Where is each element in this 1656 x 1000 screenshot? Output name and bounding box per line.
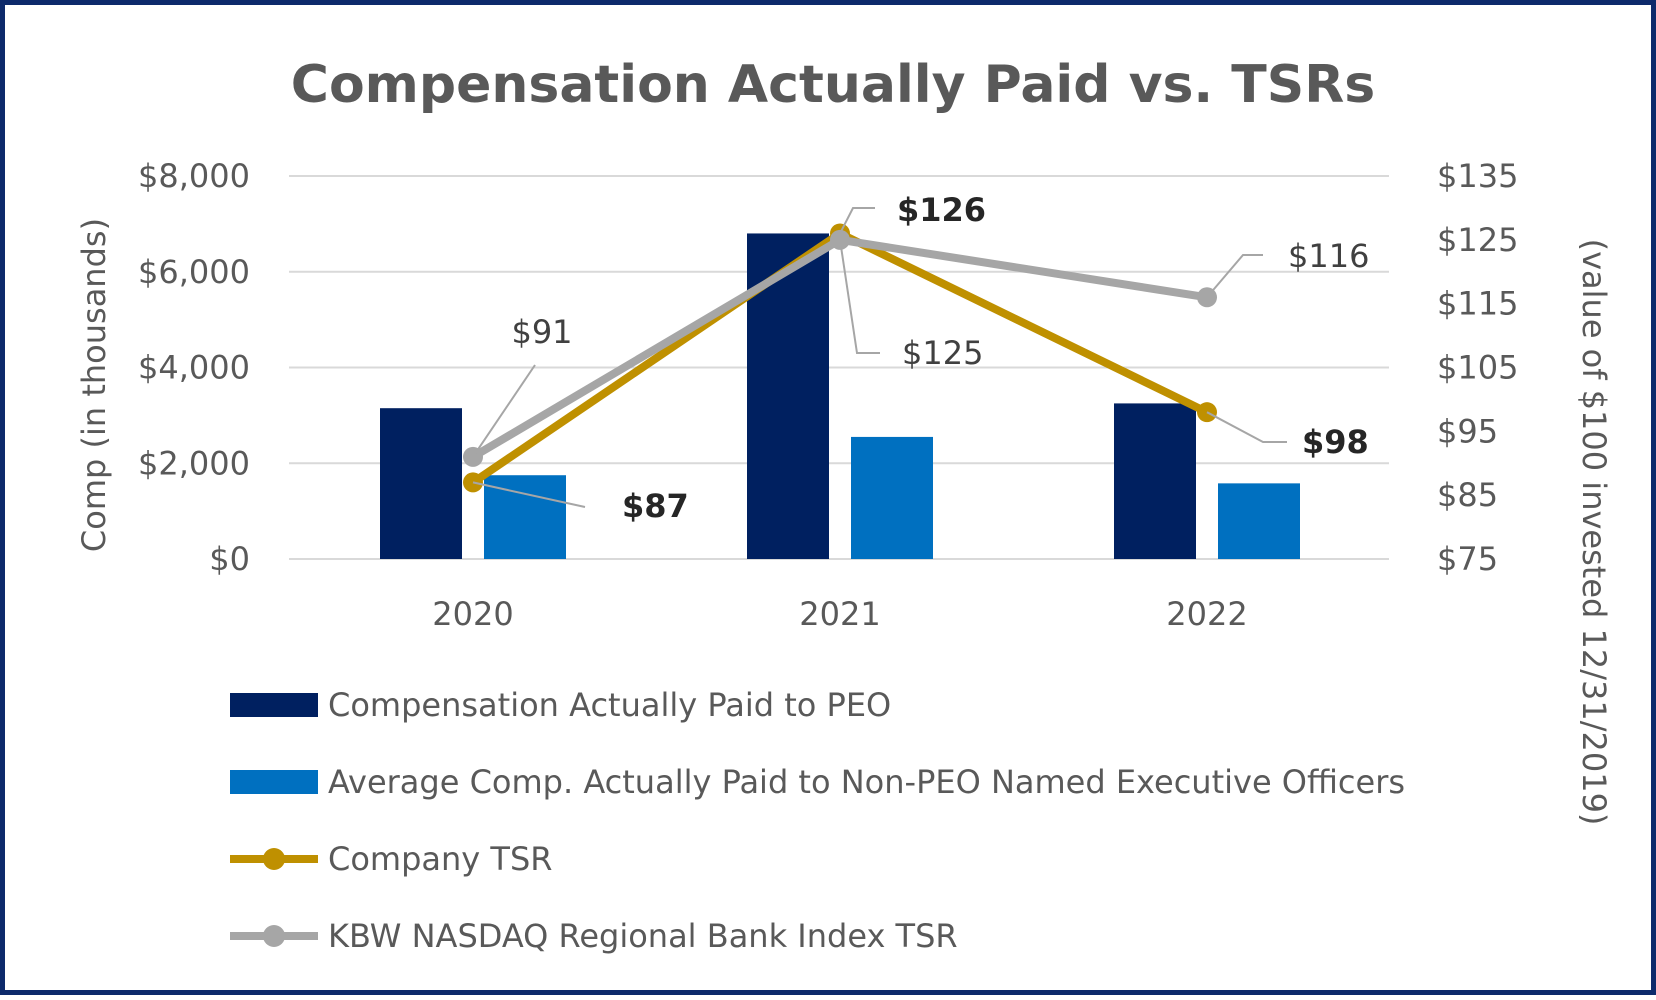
x-axis-ticks: 2020 2021 2022 <box>432 595 1247 633</box>
bar-non-peo <box>851 436 933 559</box>
chart-title: Compensation Actually Paid vs. TSRs <box>291 55 1375 115</box>
right-tick-label: $75 <box>1437 540 1498 578</box>
company-tsr-data-label: $98 <box>1302 423 1369 461</box>
legend-company-tsr-swatch-marker <box>263 848 285 870</box>
bar-peo <box>747 233 829 559</box>
bars <box>380 233 1300 559</box>
data-labels: $87 $126 $98 $91 $125 $116 <box>472 191 1369 525</box>
bar-non-peo <box>1218 483 1300 559</box>
left-tick-label: $6,000 <box>138 253 250 291</box>
x-tick-label: 2021 <box>799 595 880 633</box>
legend-kbw-tsr-label: KBW NASDAQ Regional Bank Index TSR <box>328 917 958 955</box>
right-tick-label: $135 <box>1437 157 1518 195</box>
right-axis-ticks: $75 $85 $95 $105 $115 $125 $135 <box>1437 157 1518 578</box>
kbw-index-tsr-label-leader <box>472 364 536 458</box>
x-tick-label: 2022 <box>1166 595 1247 633</box>
right-axis-title: (value of $100 invested 12/31/2019) <box>1575 239 1613 826</box>
right-tick-label: $85 <box>1437 476 1498 514</box>
chart-svg: Compensation Actually Paid vs. TSRs $0 $2… <box>75 55 1613 955</box>
left-axis-ticks: $0 $2,000 $4,000 $6,000 $8,000 <box>138 157 250 578</box>
left-tick-label: $0 <box>209 540 250 578</box>
left-tick-label: $2,000 <box>138 444 250 482</box>
company-tsr-label-leader <box>1206 411 1287 443</box>
left-tick-label: $8,000 <box>138 157 250 195</box>
bar-non-peo <box>484 475 566 559</box>
x-tick-label: 2020 <box>432 595 513 633</box>
bar-peo <box>1114 403 1196 559</box>
right-tick-label: $115 <box>1437 285 1518 323</box>
right-tick-label: $125 <box>1437 221 1518 259</box>
company-tsr-data-label: $87 <box>622 487 689 525</box>
company-tsr-label-leader <box>839 207 875 234</box>
kbw-index-tsr-label-leader <box>1206 254 1263 298</box>
right-tick-label: $95 <box>1437 412 1498 450</box>
kbw-index-tsr-label-leader <box>839 239 880 354</box>
bar-peo <box>380 408 462 559</box>
kbw-index-tsr-data-label: $125 <box>902 334 983 372</box>
left-axis-title: Comp (in thousands) <box>75 218 113 552</box>
company-tsr-data-label: $126 <box>897 191 986 229</box>
kbw-index-tsr-data-label: $116 <box>1288 237 1369 275</box>
tsr-lines <box>463 223 1217 493</box>
legend-non-peo-label: Average Comp. Actually Paid to Non-PEO N… <box>328 763 1405 801</box>
legend-kbw-tsr-swatch-marker <box>263 925 285 947</box>
legend-peo-label: Compensation Actually Paid to PEO <box>328 686 891 724</box>
legend-peo-swatch <box>230 693 318 717</box>
legend-company-tsr-label: Company TSR <box>328 840 553 878</box>
kbw-index-tsr-data-label: $91 <box>511 313 572 351</box>
legend-non-peo-swatch <box>230 770 318 794</box>
company-tsr-label-leader <box>472 481 586 508</box>
legend: Compensation Actually Paid to PEO Average… <box>230 686 1405 955</box>
right-tick-label: $105 <box>1437 349 1518 387</box>
left-tick-label: $4,000 <box>138 349 250 387</box>
